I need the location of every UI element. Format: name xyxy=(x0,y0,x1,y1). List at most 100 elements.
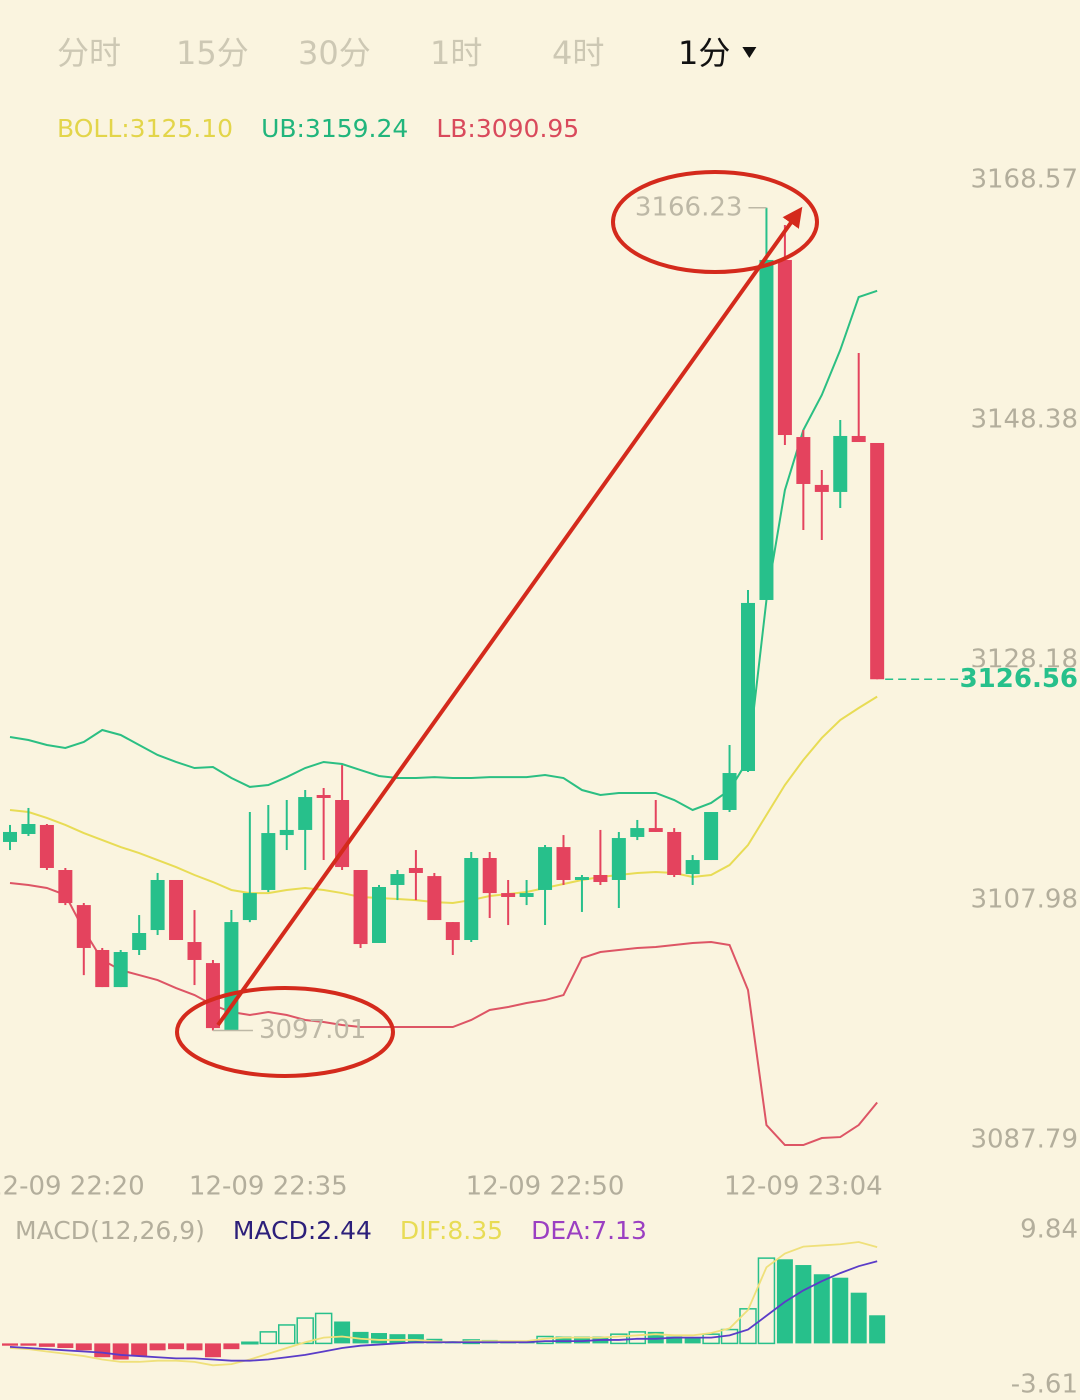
candle-body xyxy=(242,893,257,921)
macd-bar xyxy=(407,1334,424,1344)
candle-body xyxy=(261,833,276,890)
timeframe-tab[interactable]: 30分 xyxy=(298,34,371,72)
macd-bar xyxy=(314,1312,333,1345)
candle-body xyxy=(777,259,792,436)
candle-body xyxy=(538,847,553,890)
candle-body xyxy=(353,870,368,945)
candle-body xyxy=(445,922,460,941)
macd-bar xyxy=(813,1274,830,1344)
y-tick-label: 3107.98 xyxy=(970,885,1078,915)
macd-bar xyxy=(832,1277,849,1344)
macd-bar xyxy=(573,1336,590,1344)
candle-body xyxy=(335,800,350,868)
candle-body xyxy=(95,949,110,988)
macd-bar xyxy=(223,1343,240,1350)
candle-body xyxy=(814,484,829,492)
candle-body xyxy=(316,795,331,798)
x-tick-label: 12-09 23:04 xyxy=(724,1172,883,1202)
macd-bar xyxy=(628,1331,647,1345)
indicator-label: LB:3090.95 xyxy=(436,114,579,143)
last-price-bg xyxy=(972,667,1080,698)
timeframe-tab[interactable]: 4时 xyxy=(552,34,604,72)
candle-body xyxy=(851,435,866,443)
candle-body xyxy=(722,773,737,810)
candle-body xyxy=(759,259,774,600)
candle-body xyxy=(372,887,386,943)
candle-body xyxy=(113,952,128,988)
candle-body xyxy=(630,828,645,837)
candle-body xyxy=(390,874,405,885)
chart-layer: 分时 15分 30分 1时 4时 1分 BOLL:3125.10 UB:3159.24 LB:3… xyxy=(0,34,1080,1400)
macd-bar xyxy=(2,1343,18,1346)
macd-bar xyxy=(57,1343,74,1349)
macd-bar xyxy=(204,1343,221,1358)
indicator-label: BOLL:3125.10 xyxy=(57,114,233,143)
candle-body xyxy=(169,879,184,941)
macd-bar xyxy=(334,1321,351,1344)
macd-bar xyxy=(371,1333,387,1344)
x-tick-label: 12-09 22:35 xyxy=(189,1172,348,1202)
macd-bar xyxy=(259,1331,278,1345)
user-annotation xyxy=(175,170,819,1078)
candle-body xyxy=(556,847,571,880)
macd-bar xyxy=(75,1343,92,1351)
macd-bar xyxy=(38,1343,55,1347)
candle-body xyxy=(685,860,700,875)
timeframe-tab[interactable]: 1分 xyxy=(678,34,730,72)
band-line xyxy=(9,881,878,1147)
macd-bar xyxy=(702,1333,720,1345)
highlight-ellipse xyxy=(611,170,819,274)
x-tick-label: 12-09 22:20 xyxy=(0,1172,145,1202)
macd-bar xyxy=(795,1265,812,1344)
macd-bar xyxy=(20,1343,37,1346)
macd-bar xyxy=(850,1292,867,1344)
candle-body xyxy=(408,867,423,873)
candle-body xyxy=(501,893,516,897)
macd-bar xyxy=(757,1257,776,1345)
candle-body xyxy=(704,812,719,861)
candle-body xyxy=(870,442,885,680)
macd-bar xyxy=(389,1334,406,1344)
macd-line xyxy=(9,1260,878,1362)
timeframe-tab[interactable]: 1时 xyxy=(430,34,482,72)
indicator-title: MACD(12,26,9) xyxy=(15,1216,205,1245)
candle-body xyxy=(741,602,755,772)
candle-body xyxy=(519,893,534,897)
candle-body xyxy=(482,858,497,894)
candle-body xyxy=(279,829,294,836)
timeframe-tab[interactable]: 15分 xyxy=(176,34,249,72)
macd-bar xyxy=(666,1336,683,1344)
candle-body xyxy=(648,828,663,832)
y-tick-label: 3148.38 xyxy=(970,404,1078,434)
candle-body xyxy=(464,858,479,941)
indicator-label: DIF:8.35 xyxy=(400,1216,503,1245)
y-tick-label: -3.61 xyxy=(1011,1370,1078,1400)
macd-bar xyxy=(168,1343,185,1350)
low-label: 3097.01 xyxy=(259,1015,367,1045)
y-tick-label: 3168.57 xyxy=(970,164,1078,194)
last-price-label: 3126.56 xyxy=(960,664,1078,694)
macd-bar xyxy=(296,1317,314,1345)
timeframe-tab[interactable]: 分时 xyxy=(57,34,121,72)
candle-body xyxy=(611,838,626,880)
candle-body xyxy=(574,877,589,880)
macd-bar xyxy=(555,1336,572,1344)
candle-body xyxy=(21,824,36,834)
macd-bar xyxy=(647,1331,664,1344)
candle-body xyxy=(796,437,811,484)
candle-body xyxy=(187,942,202,960)
indicator-label: DEA:7.13 xyxy=(531,1216,647,1245)
candle-body xyxy=(298,797,313,830)
y-tick-label: 3087.79 xyxy=(970,1125,1078,1155)
macd-bar xyxy=(869,1315,886,1344)
arrow xyxy=(216,206,803,1027)
candle-body xyxy=(76,905,91,948)
macd-bar xyxy=(149,1343,166,1351)
macd-bar xyxy=(131,1343,148,1357)
macd-bar xyxy=(684,1337,701,1344)
candle-body xyxy=(833,435,848,492)
band-line xyxy=(9,695,878,905)
candle-body xyxy=(58,870,73,904)
